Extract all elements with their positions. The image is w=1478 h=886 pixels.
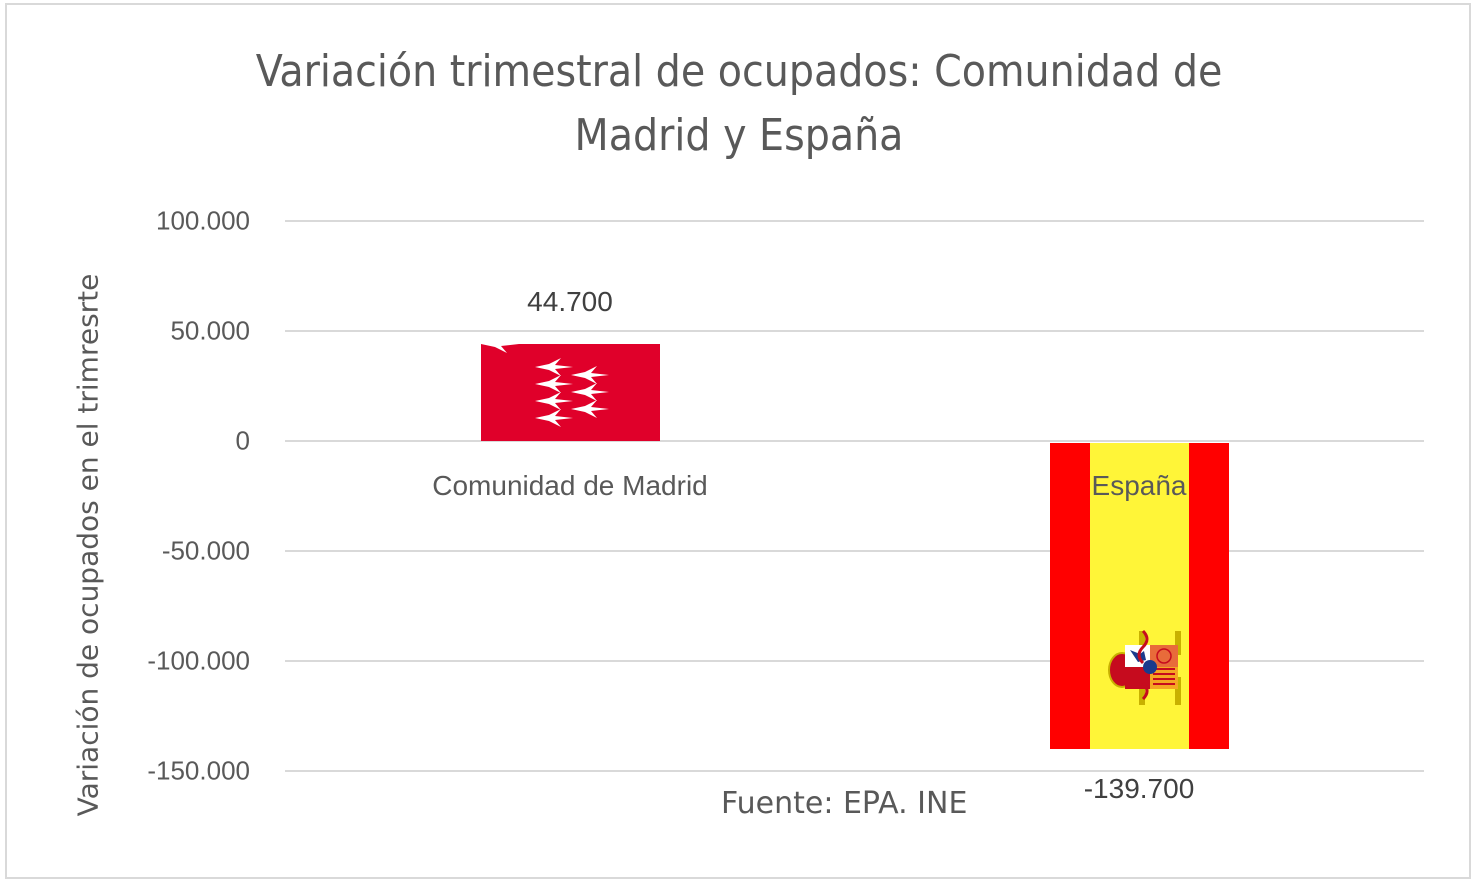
data-label-madrid: 44.700 [527,286,613,317]
y-tick: 50.000 [170,315,250,346]
category-label-espana: España [1091,470,1187,501]
gridline [285,550,1424,552]
data-label-espana: -139.700 [1083,773,1195,804]
category-label-madrid: Comunidad de Madrid [432,470,708,501]
chart-title-line-1: Variación trimestral de ocupados: Comuni… [255,46,1223,97]
y-tick: -150.000 [147,755,250,786]
gridline [285,770,1424,772]
y-tick: 0 [235,425,250,456]
bar-comunidad-de-madrid [481,344,660,441]
gridline [285,330,1424,332]
madrid-stars-icon [481,344,609,427]
gridline [285,220,1424,222]
gridline-zero [285,440,1424,442]
chart-title-line-2: Madrid y España [574,110,904,161]
y-axis-title: Variación de ocupados en el trimresrte [71,273,105,817]
chart-title: Variación trimestral de ocupados: Comuni… [0,40,1478,168]
source-note: Fuente: EPA. INE [721,786,968,821]
y-tick: -100.000 [147,645,250,676]
gridline [285,660,1424,662]
bar-espana [1050,443,1229,749]
spain-coat-of-arms-icon [1108,629,1181,705]
y-tick: 100.000 [156,205,250,236]
y-tick: -50.000 [161,535,250,566]
